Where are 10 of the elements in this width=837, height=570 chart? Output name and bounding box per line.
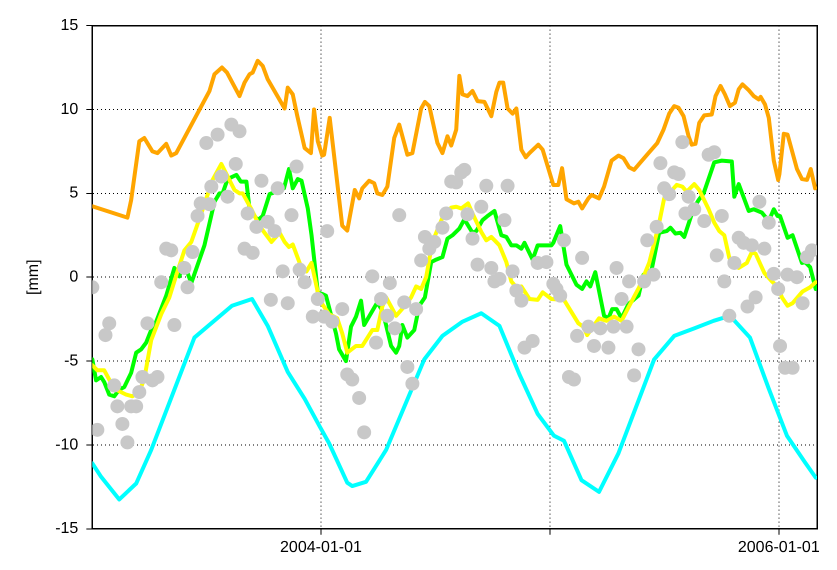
y-tick-label: -5 (64, 352, 78, 370)
y-tick-label: -10 (55, 436, 78, 454)
y-axis-title: [mm] (25, 259, 42, 295)
y-tick-label: 0 (69, 268, 78, 286)
y-tick-label: 5 (69, 184, 78, 202)
y-tick-label: -15 (55, 520, 78, 538)
y-tick-label: 10 (60, 100, 78, 118)
x-tick-label: 2004-01-01 (280, 538, 362, 556)
y-tick-label: 15 (60, 17, 78, 34)
x-tick-label: 2006-01-01 (738, 538, 820, 556)
